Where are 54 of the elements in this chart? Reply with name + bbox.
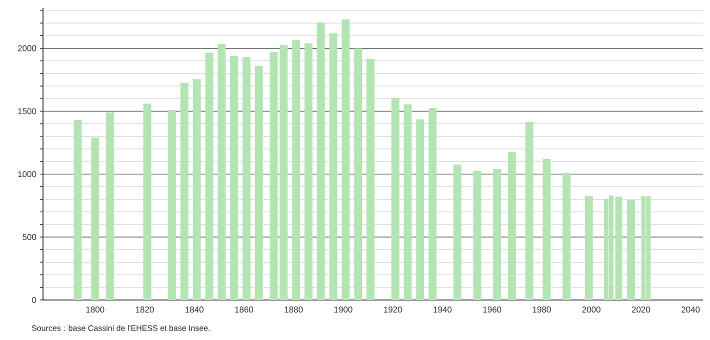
bar bbox=[453, 164, 462, 300]
bar bbox=[473, 170, 482, 300]
x-tick-label: 1880 bbox=[284, 306, 303, 313]
x-tick-label: 1820 bbox=[136, 306, 154, 313]
x-tick-label: 1960 bbox=[483, 306, 502, 313]
y-tick-label: 1500 bbox=[18, 108, 36, 114]
bar bbox=[615, 196, 622, 300]
bar bbox=[74, 120, 82, 300]
x-tick-label: 1940 bbox=[434, 306, 452, 313]
y-tick-label: 2000 bbox=[18, 45, 36, 52]
bar bbox=[106, 112, 114, 300]
x-tick-label: 1860 bbox=[235, 306, 254, 313]
x-tick-label: 2000 bbox=[582, 306, 600, 313]
bar bbox=[354, 48, 362, 300]
bar bbox=[218, 44, 226, 300]
x-tick-label: 2040 bbox=[682, 306, 700, 313]
y-tick-label: 1000 bbox=[18, 171, 36, 178]
bar bbox=[416, 119, 424, 300]
bar bbox=[292, 40, 300, 300]
bar bbox=[205, 52, 214, 300]
x-tick-label: 1840 bbox=[186, 306, 204, 313]
x-tick-label: 1980 bbox=[532, 306, 551, 313]
bar bbox=[316, 22, 325, 300]
bar bbox=[143, 104, 152, 300]
bar bbox=[562, 172, 570, 300]
x-tick-label: 1900 bbox=[334, 306, 352, 313]
bar bbox=[168, 110, 176, 300]
x-tick-label: 1920 bbox=[384, 306, 402, 313]
bar bbox=[627, 200, 636, 300]
x-tick-label: 1800 bbox=[86, 306, 104, 313]
bar bbox=[304, 43, 312, 300]
bar bbox=[428, 108, 437, 300]
bar bbox=[584, 196, 593, 300]
bar bbox=[508, 152, 516, 300]
bar bbox=[270, 52, 278, 300]
bar bbox=[254, 66, 263, 300]
bar bbox=[242, 57, 250, 300]
bar bbox=[192, 79, 201, 300]
bar bbox=[230, 56, 238, 300]
bar bbox=[329, 33, 338, 300]
bar bbox=[525, 122, 534, 300]
bar bbox=[91, 138, 100, 300]
bar bbox=[493, 169, 502, 300]
bar bbox=[366, 58, 374, 300]
bar bbox=[342, 19, 350, 300]
bar bbox=[180, 82, 188, 300]
bar bbox=[391, 98, 400, 300]
bar bbox=[542, 159, 551, 300]
bar bbox=[280, 45, 288, 300]
bar bbox=[404, 104, 412, 300]
y-tick-label: 0 bbox=[32, 296, 36, 303]
source-note: Sources : base Cassini de l'EHESS et base Insee. bbox=[32, 325, 210, 331]
y-tick-label: 500 bbox=[22, 234, 36, 240]
x-tick-label: 2020 bbox=[632, 306, 650, 313]
